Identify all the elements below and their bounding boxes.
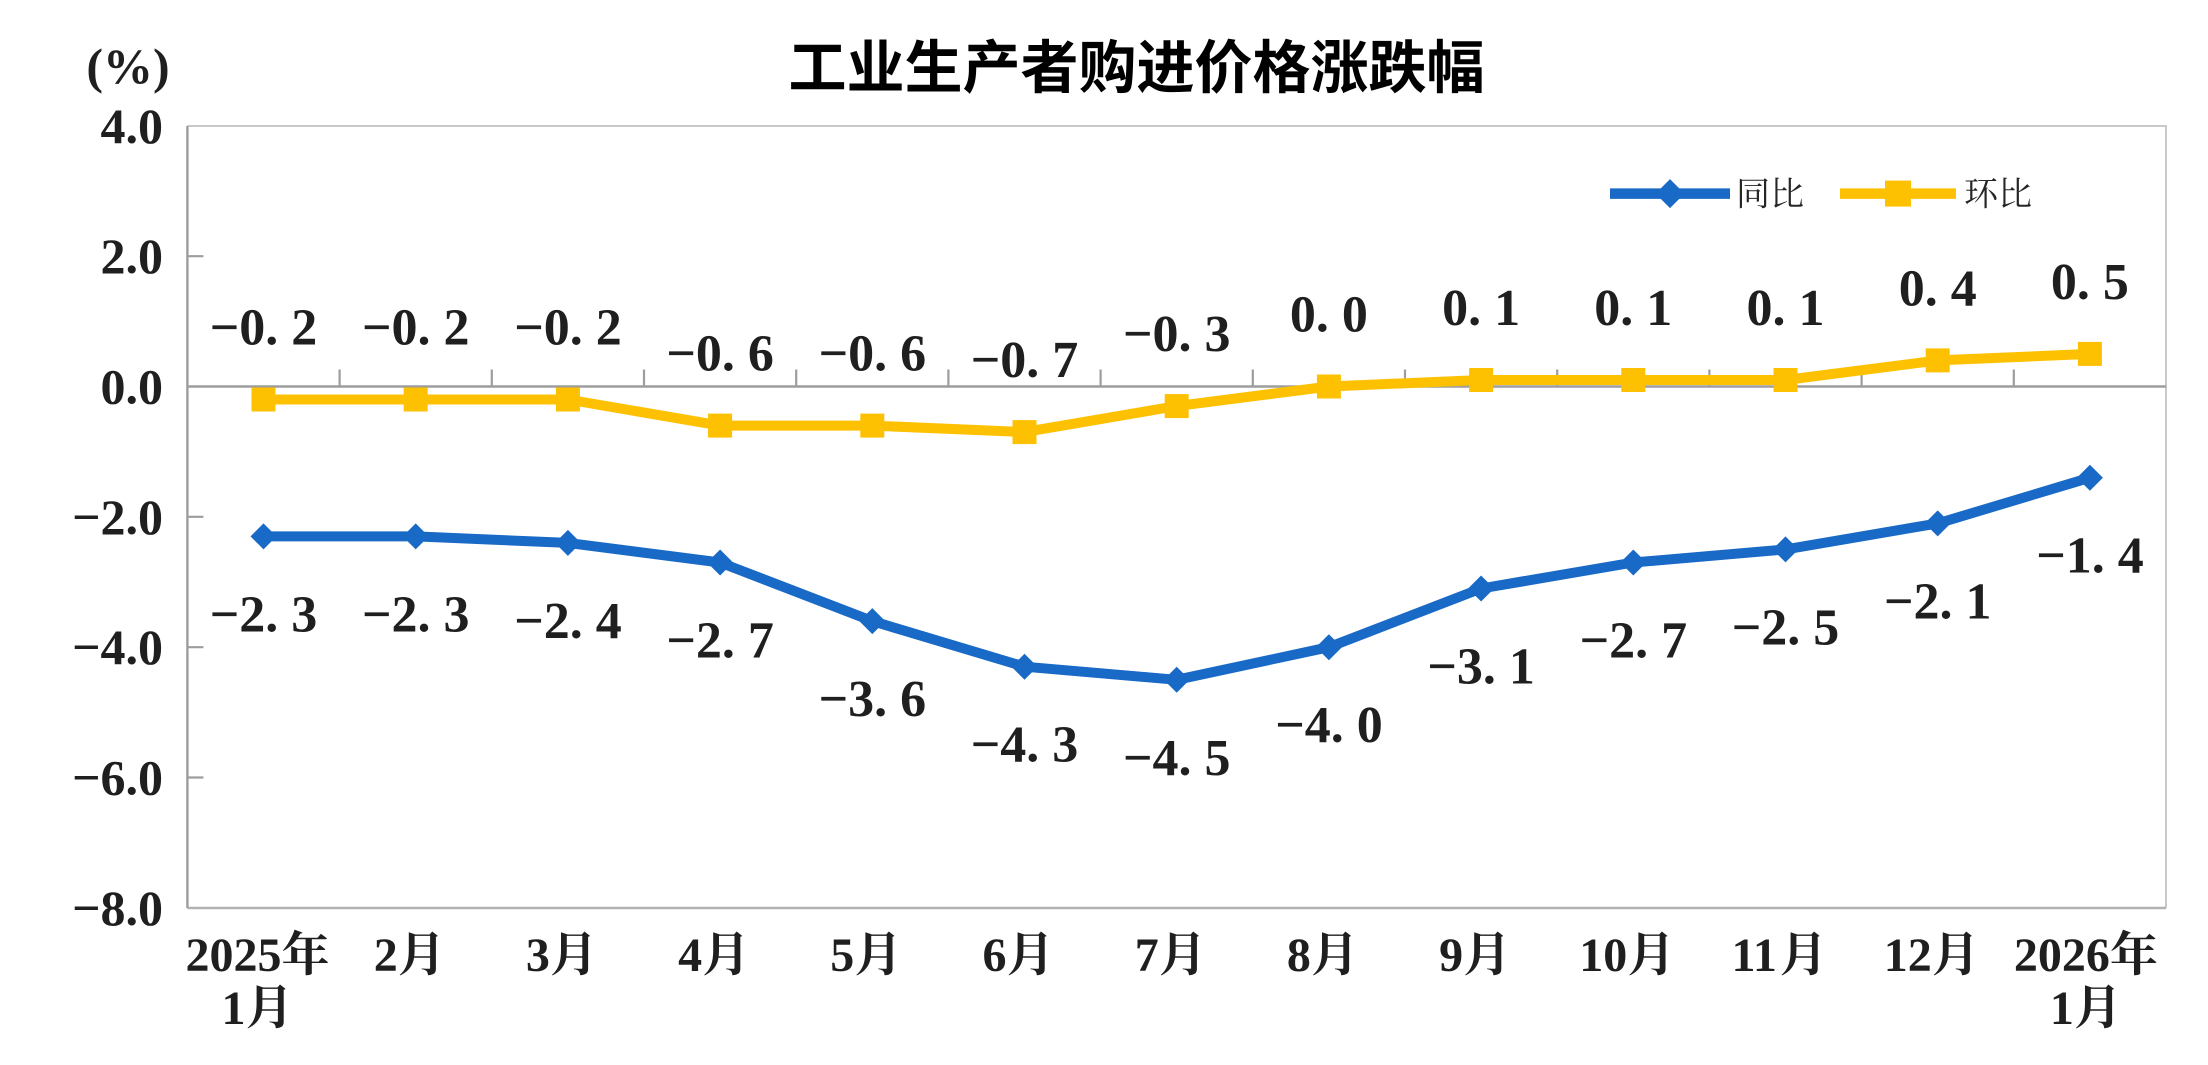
svg-text:−2. 1: −2. 1 — [1884, 573, 1992, 630]
svg-text:0. 1: 0. 1 — [1442, 280, 1520, 337]
svg-text:−4. 5: −4. 5 — [1123, 730, 1231, 787]
svg-text:0. 4: 0. 4 — [1899, 260, 1977, 317]
svg-text:0. 1: 0. 1 — [1594, 280, 1672, 337]
svg-text:−0. 2: −0. 2 — [362, 300, 470, 357]
svg-text:−0. 6: −0. 6 — [818, 326, 926, 383]
svg-text:0. 1: 0. 1 — [1747, 280, 1825, 337]
svg-text:3: 3 — [526, 929, 550, 982]
svg-text:0.0: 0.0 — [101, 359, 164, 415]
svg-text:5: 5 — [830, 929, 854, 982]
svg-text:−4. 0: −4. 0 — [1275, 697, 1383, 754]
svg-text:−2.0: −2.0 — [72, 489, 163, 545]
svg-text:2.0: 2.0 — [101, 228, 164, 284]
svg-text:1: 1 — [222, 982, 246, 1035]
svg-text:(%): (%) — [86, 38, 169, 94]
svg-text:11: 11 — [1732, 929, 1777, 982]
svg-text:−2. 7: −2. 7 — [666, 613, 774, 670]
svg-text:−2. 5: −2. 5 — [1732, 599, 1840, 656]
svg-text:−4. 3: −4. 3 — [971, 717, 1079, 774]
svg-text:2026: 2026 — [2014, 929, 2110, 982]
svg-text:−2. 7: −2. 7 — [1579, 613, 1687, 670]
svg-text:9: 9 — [1439, 929, 1463, 982]
svg-text:−1. 4: −1. 4 — [2036, 528, 2144, 585]
svg-text:4: 4 — [678, 929, 702, 982]
svg-text:−0. 2: −0. 2 — [210, 300, 318, 357]
svg-text:6: 6 — [983, 929, 1007, 982]
svg-text:12: 12 — [1884, 929, 1932, 982]
svg-text:−2. 4: −2. 4 — [514, 593, 622, 650]
svg-text:−0. 3: −0. 3 — [1123, 306, 1231, 363]
svg-text:4.0: 4.0 — [101, 98, 164, 154]
svg-text:−2. 3: −2. 3 — [210, 586, 318, 643]
svg-text:0. 0: 0. 0 — [1290, 287, 1368, 344]
svg-text:−3. 6: −3. 6 — [818, 671, 926, 728]
svg-text:7: 7 — [1135, 929, 1159, 982]
svg-text:−3. 1: −3. 1 — [1427, 639, 1535, 696]
svg-text:−8.0: −8.0 — [72, 880, 163, 936]
svg-text:2025: 2025 — [186, 929, 282, 982]
svg-text:−0. 7: −0. 7 — [971, 332, 1079, 389]
svg-text:−0. 2: −0. 2 — [514, 300, 622, 357]
svg-text:8: 8 — [1287, 929, 1311, 982]
svg-text:2: 2 — [374, 929, 398, 982]
svg-text:−6.0: −6.0 — [72, 750, 163, 806]
svg-text:0. 5: 0. 5 — [2051, 254, 2129, 311]
svg-text:−0. 6: −0. 6 — [666, 326, 774, 383]
svg-text:−2. 3: −2. 3 — [362, 586, 470, 643]
svg-text:1: 1 — [2050, 982, 2074, 1035]
svg-text:−4.0: −4.0 — [72, 619, 163, 675]
svg-text:10: 10 — [1579, 929, 1627, 982]
